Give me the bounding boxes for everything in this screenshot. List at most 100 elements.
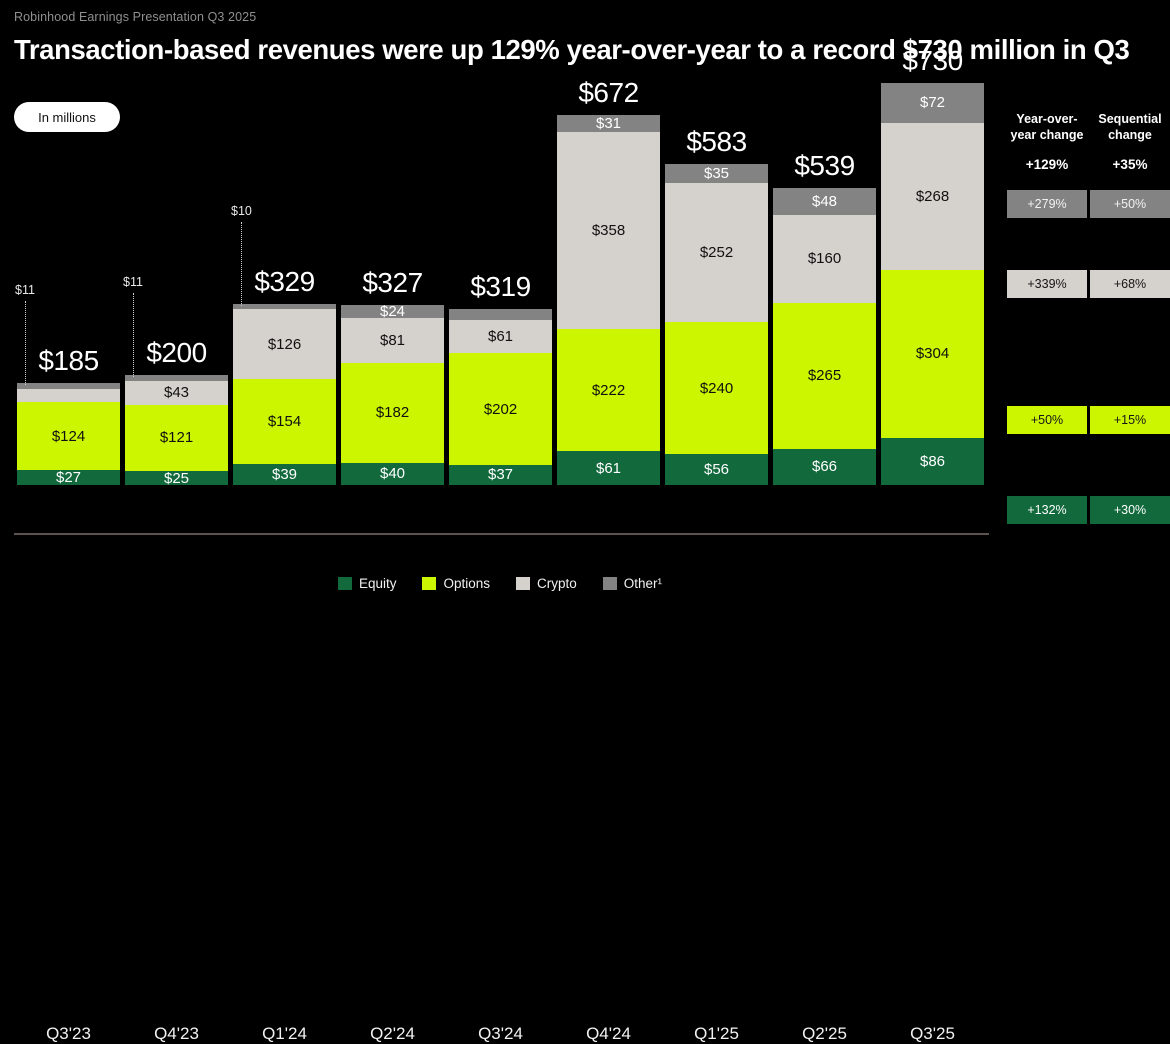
segment-value-label: $43 <box>163 384 190 402</box>
bar-segment-options[interactable]: $202 <box>449 353 552 465</box>
bar-total-label: $539 <box>794 150 855 182</box>
x-axis-label: Q2'24 <box>370 1024 415 1043</box>
stacked-bar[interactable]: $56 $240 $252 $35 <box>665 163 768 485</box>
segment-value-label: $37 <box>487 466 514 484</box>
legend-label: Other¹ <box>623 576 663 591</box>
bar-segment-crypto[interactable]: $358 <box>557 132 660 330</box>
segment-value-label: $72 <box>919 94 946 112</box>
callout-leader-line <box>133 292 134 377</box>
segment-callout-label: $10 <box>231 203 252 218</box>
segment-value-label: $358 <box>591 222 626 240</box>
stacked-bar[interactable]: $66 $265 $160 $48 <box>773 188 876 485</box>
bar-segment-crypto[interactable]: $81 <box>341 318 444 363</box>
bar-segment-options[interactable]: $304 <box>881 270 984 438</box>
x-axis-label: Q4'24 <box>586 1024 631 1043</box>
bar-segment-equity[interactable]: $27 <box>17 470 120 485</box>
stacked-bar-chart: $27 $124 $185 $11 Q3'23 $25 $121 $43 $200 $11 Q4'2… <box>0 0 1000 1043</box>
bar-segment-other[interactable]: $24 <box>341 304 444 319</box>
segment-value-label: $66 <box>811 458 838 476</box>
legend-swatch-equity <box>337 577 352 590</box>
chart-legend: Equity Options Crypto Other¹ <box>0 576 1000 591</box>
bar-segment-options[interactable]: $121 <box>125 404 228 472</box>
segment-value-label: $268 <box>915 187 950 205</box>
bar-total-label: $327 <box>362 266 423 298</box>
segment-callout-label: $11 <box>15 283 35 298</box>
stacked-bar[interactable]: $25 $121 $43 <box>125 374 228 485</box>
bar-segment-other[interactable]: $31 <box>557 114 660 133</box>
bar-segment-other[interactable] <box>449 309 552 320</box>
stacked-bar[interactable]: $61 $222 $358 $31 <box>557 114 660 485</box>
bar-segment-equity[interactable]: $56 <box>665 454 768 485</box>
bar-segment-crypto[interactable]: $160 <box>773 214 876 303</box>
bar-segment-other[interactable] <box>17 383 120 390</box>
segment-value-label: $31 <box>595 114 622 132</box>
bar-segment-equity[interactable]: $61 <box>557 451 660 485</box>
bar-segment-options[interactable]: $154 <box>233 378 336 464</box>
bar-segment-equity[interactable]: $39 <box>233 463 336 485</box>
stacked-bar[interactable]: $40 $182 $81 $24 <box>341 304 444 485</box>
x-axis-label: Q3'24 <box>478 1024 523 1043</box>
segment-value-label: $124 <box>51 427 86 445</box>
bar-segment-options[interactable]: $240 <box>665 322 768 455</box>
change-badge-crypto-sequential: +68% <box>1090 270 1170 298</box>
bar-segment-options[interactable]: $265 <box>773 302 876 449</box>
units-badge: In millions <box>14 102 120 132</box>
segment-value-label: $222 <box>591 381 626 399</box>
change-column-total: +129% <box>1025 157 1069 172</box>
change-badge-other-yoy: +279% <box>1007 190 1087 218</box>
page-title: Transaction-based revenues were up 129% … <box>14 34 1130 65</box>
bar-segment-crypto[interactable]: $61 <box>449 319 552 354</box>
bar-segment-options[interactable]: $222 <box>557 329 660 452</box>
bar-segment-crypto[interactable]: $268 <box>881 122 984 271</box>
segment-value-label: $182 <box>375 404 410 422</box>
bar-segment-other[interactable] <box>125 374 228 381</box>
x-axis-label: Q2'25 <box>802 1024 847 1043</box>
legend-item[interactable]: Crypto <box>516 576 577 591</box>
legend-swatch-other <box>602 577 617 590</box>
bar-total-label: $583 <box>686 125 747 157</box>
callout-leader-line <box>241 221 242 306</box>
segment-value-label: $81 <box>379 331 406 349</box>
bar-segment-options[interactable]: $124 <box>17 401 120 471</box>
bar-segment-other[interactable]: $72 <box>881 83 984 123</box>
bar-segment-crypto[interactable]: $126 <box>233 309 336 379</box>
bar-segment-equity[interactable]: $86 <box>881 437 984 485</box>
segment-value-label: $121 <box>159 429 194 447</box>
segment-value-label: $27 <box>55 470 82 485</box>
segment-value-label: $40 <box>379 465 406 483</box>
x-axis-label: Q1'25 <box>694 1024 739 1043</box>
legend-item[interactable]: Other¹ <box>602 576 663 591</box>
legend-item[interactable]: Options <box>422 576 490 591</box>
legend-item[interactable]: Equity <box>337 576 396 591</box>
x-axis-line <box>14 533 989 535</box>
change-badge-options-yoy: +50% <box>1007 406 1087 434</box>
legend-label: Options <box>443 576 491 591</box>
change-badge-equity-yoy: +132% <box>1007 496 1087 524</box>
bar-segment-options[interactable]: $182 <box>341 362 444 463</box>
change-badge-other-sequential: +50% <box>1090 190 1170 218</box>
segment-value-label: $265 <box>807 367 842 385</box>
bar-segment-crypto[interactable] <box>17 389 120 402</box>
segment-value-label: $24 <box>379 304 406 319</box>
stacked-bar[interactable]: $37 $202 $61 <box>449 309 552 485</box>
bar-segment-other[interactable]: $48 <box>773 188 876 215</box>
bar-segment-other[interactable] <box>233 303 336 310</box>
segment-value-label: $86 <box>919 452 946 470</box>
bar-segment-other[interactable]: $35 <box>665 163 768 184</box>
segment-value-label: $25 <box>163 471 190 485</box>
change-badge-options-sequential: +15% <box>1090 406 1170 434</box>
bar-segment-equity[interactable]: $37 <box>449 464 552 485</box>
stacked-bar[interactable]: $39 $154 $126 <box>233 303 336 485</box>
legend-label: Crypto <box>537 576 577 591</box>
bar-segment-equity[interactable]: $66 <box>773 448 876 485</box>
legend-swatch-options <box>422 577 437 590</box>
x-axis-label: Q4'23 <box>154 1024 199 1043</box>
segment-value-label: $160 <box>807 250 842 268</box>
stacked-bar[interactable]: $86 $304 $268 $72 <box>881 83 984 485</box>
bar-segment-equity[interactable]: $40 <box>341 462 444 485</box>
bar-total-label: $319 <box>470 271 531 303</box>
bar-segment-crypto[interactable]: $43 <box>125 380 228 405</box>
bar-segment-equity[interactable]: $25 <box>125 471 228 485</box>
bar-segment-crypto[interactable]: $252 <box>665 183 768 322</box>
stacked-bar[interactable]: $27 $124 <box>17 383 120 485</box>
